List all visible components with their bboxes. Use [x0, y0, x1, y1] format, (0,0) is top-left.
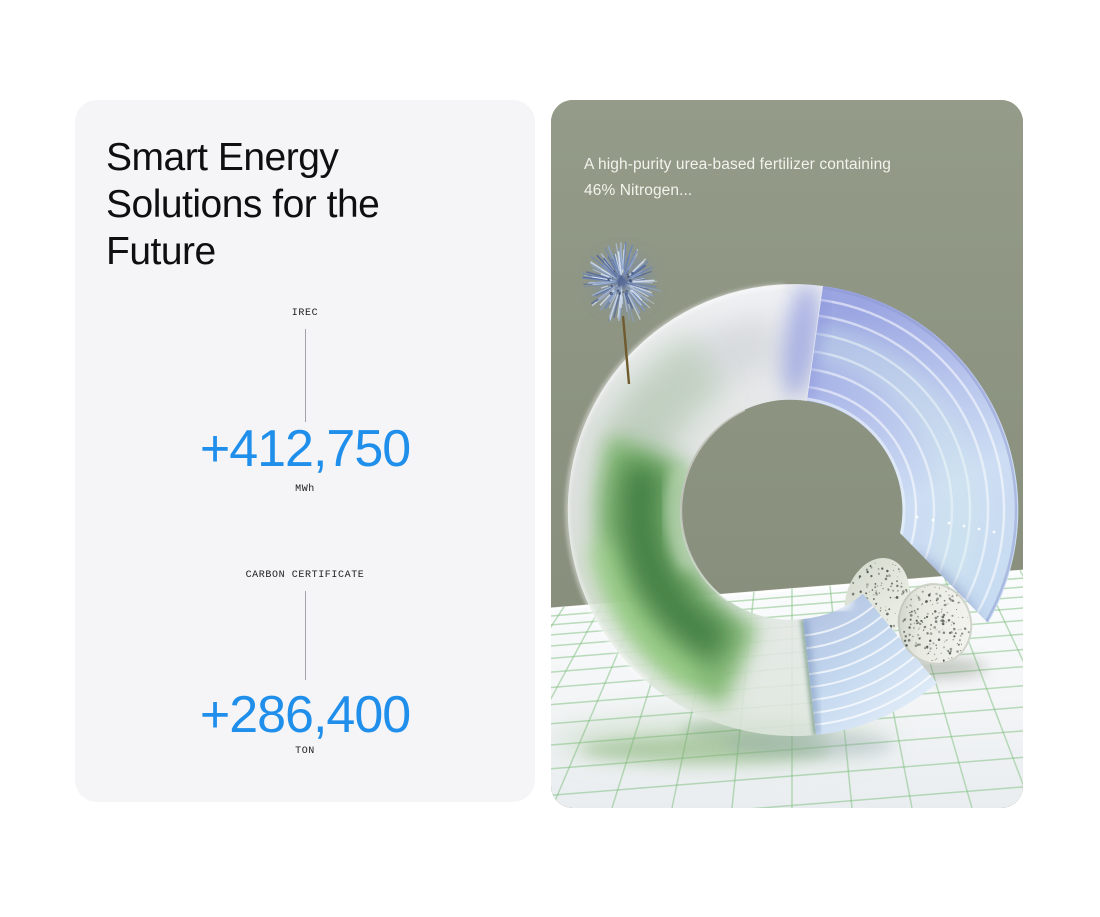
stat-unit: TON	[295, 746, 315, 757]
stat-label: CARBON CERTIFICATE	[245, 570, 365, 581]
flower-stem	[621, 315, 631, 385]
fertilizer-illustration	[551, 100, 1023, 808]
stat-unit: MWh	[295, 484, 315, 495]
stat-value: +412,750	[199, 420, 411, 478]
stat-value: +286,400	[199, 686, 411, 744]
glass-ring-icon	[566, 284, 824, 737]
left-card: Smart Energy Solutions for the Future IR…	[75, 100, 535, 802]
allium-flower-icon	[581, 242, 662, 385]
right-card[interactable]: A high-purity urea-based fertilizer cont…	[551, 100, 1023, 808]
caption-line: A high-purity urea-based fertilizer cont…	[584, 156, 892, 173]
specular-dots	[915, 515, 996, 534]
stat-label: IREC	[291, 308, 319, 319]
product-caption: A high-purity urea-based fertilizer cont…	[584, 152, 944, 203]
page-title: Smart Energy Solutions for the Future	[106, 136, 380, 273]
caption-line: 46% Nitrogen...	[584, 181, 693, 199]
stat-connector-line	[304, 329, 306, 422]
stat-connector-line	[304, 591, 306, 680]
speckled-stone-icon	[897, 583, 973, 665]
